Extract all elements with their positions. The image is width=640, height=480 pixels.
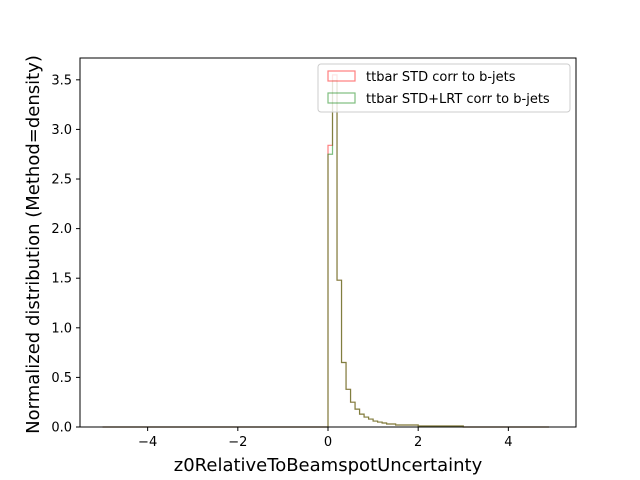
y-tick-label: 1.0: [51, 321, 72, 336]
series-group: [102, 74, 549, 428]
y-tick-label: 0.5: [51, 371, 72, 386]
legend-swatch-1: [327, 70, 356, 82]
histogram-series-2: [102, 80, 549, 428]
ticks: −4 −2 0 2 4 0.0 0.5 1.0 1.5 2.0 2.5 3.0 3.5: [51, 73, 512, 450]
y-tick-label: 1.5: [51, 272, 72, 287]
x-tick-label: 4: [504, 435, 512, 450]
legend-label-2: ttbar STD+LRT corr to b-jets: [366, 92, 550, 107]
y-axis-label: Normalized distribution (Method=density): [23, 55, 44, 434]
y-tick-label: 3.5: [51, 73, 72, 88]
y-tick-label: 3.0: [51, 123, 72, 138]
legend-label-1: ttbar STD corr to b-jets: [366, 70, 516, 85]
y-tick-label: 0.0: [51, 421, 72, 436]
y-tick-label: 2.5: [51, 173, 72, 188]
y-tick-label: 2.0: [51, 222, 72, 237]
x-axis-label: z0RelativeToBeamspotUncertainty: [174, 455, 483, 476]
x-tick-label: 2: [414, 435, 422, 450]
legend-swatch-2: [327, 92, 356, 104]
legend-frame: [317, 63, 571, 113]
x-tick-label: −2: [228, 435, 247, 450]
x-tick-label: −4: [138, 435, 157, 450]
x-tick-label: 0: [324, 435, 332, 450]
legend: ttbar STD corr to b-jets ttbar STD+LRT co…: [317, 63, 571, 113]
